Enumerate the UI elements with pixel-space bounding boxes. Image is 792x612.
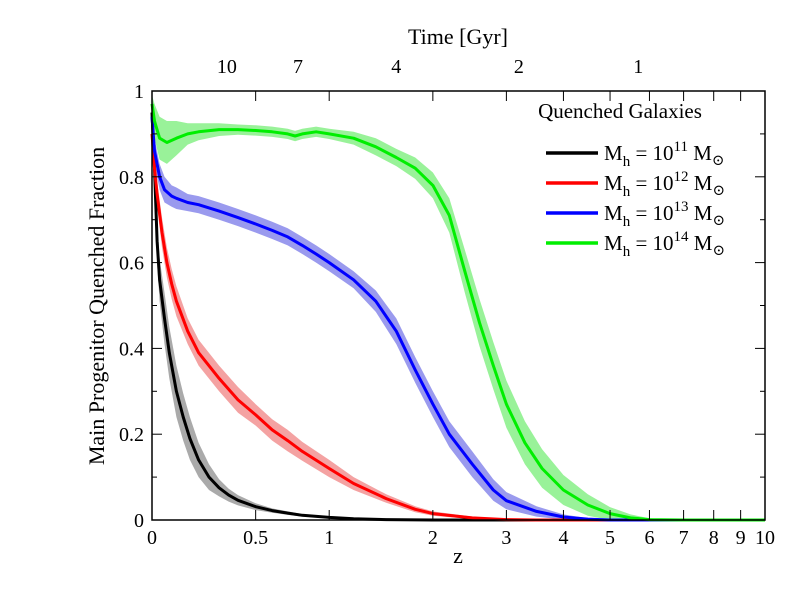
x-tick-label: 8	[709, 527, 719, 549]
line-series-4	[150, 103, 765, 522]
x-tick-label: 5	[605, 527, 615, 549]
top-tick-label: 1	[633, 56, 643, 78]
x-tick-label: 0	[147, 527, 157, 549]
x-axis-ticks: 0 0.5 1 2 3 4 5 6 7 8 9 10	[147, 91, 775, 549]
top-tick-label: 7	[293, 56, 303, 78]
uncertainty-bands	[152, 95, 765, 521]
top-axis-ticks: 10 7 4 2 1	[217, 56, 643, 78]
y-tick-label: 0	[134, 510, 144, 532]
top-axis-title: Time [Gyr]	[408, 24, 508, 49]
line-series-1	[150, 112, 765, 522]
series-lines	[150, 103, 765, 522]
legend: Quenched Galaxies Mh = 1011 M⊙Mh = 1012 …	[538, 99, 725, 260]
y-axis-title: Main Progenitor Quenched Fraction	[84, 147, 109, 465]
y-axis-ticks: 0 0.2 0.4 0.6 0.8 1	[119, 81, 765, 532]
legend-label-2: Mh = 1012 M⊙	[604, 169, 725, 200]
legend-label-4: Mh = 1014 M⊙	[604, 229, 725, 260]
x-tick-label: 7	[679, 527, 689, 549]
y-tick-label: 0.6	[119, 253, 144, 275]
y-tick-label: 0.2	[119, 424, 144, 446]
x-tick-label: 10	[755, 527, 775, 549]
legend-label-1: Mh = 1011 M⊙	[604, 139, 725, 170]
x-tick-label: 2	[428, 527, 438, 549]
legend-title: Quenched Galaxies	[538, 99, 702, 123]
top-tick-label: 4	[391, 56, 401, 78]
x-tick-label: 4	[558, 527, 568, 549]
x-tick-label: 9	[736, 527, 746, 549]
y-tick-label: 0.4	[119, 338, 144, 360]
x-tick-label: 1	[324, 527, 334, 549]
x-tick-label: 3	[501, 527, 511, 549]
x-tick-label: 0.5	[243, 527, 268, 549]
x-axis-title: z	[453, 543, 463, 568]
legend-label-3: Mh = 1013 M⊙	[604, 199, 725, 230]
x-tick-label: 6	[644, 527, 654, 549]
top-tick-label: 10	[217, 56, 237, 78]
band-series-3	[152, 108, 765, 520]
top-tick-label: 2	[514, 56, 524, 78]
band-series-1	[152, 108, 765, 520]
line-series-2	[150, 133, 765, 522]
line-series-3	[150, 116, 765, 522]
y-tick-label: 0.8	[119, 167, 144, 189]
y-tick-label: 1	[134, 81, 144, 103]
